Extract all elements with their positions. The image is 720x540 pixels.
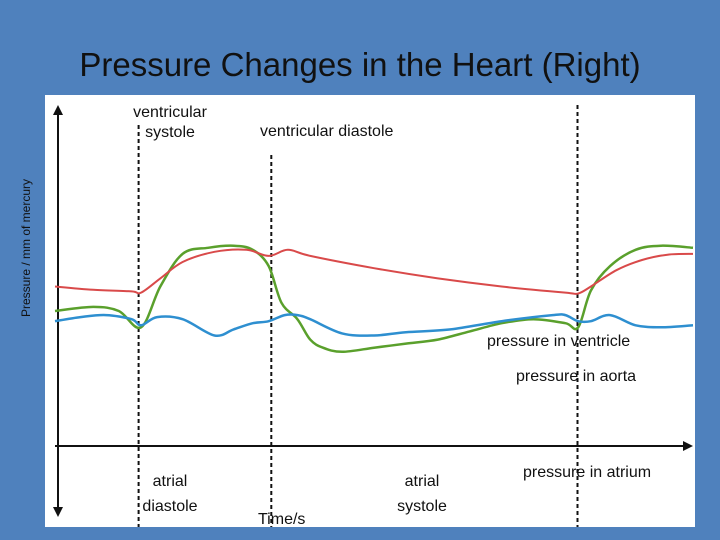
- legend-label-aorta: pressure in aorta: [516, 368, 636, 385]
- phase-label-ventricular-diastole: ventricular diastole: [260, 123, 394, 140]
- pressure-chart: ventricular systole ventricular diastole …: [53, 104, 694, 527]
- phase-label-ventricular-systole: ventricular systole: [133, 104, 207, 141]
- chart-panel: ventricular systole ventricular diastole …: [45, 95, 695, 527]
- y-axis-label: Pressure / mm of mercury: [19, 178, 33, 318]
- legend-label-ventricle: pressure in ventricle: [487, 333, 630, 350]
- cycle-label-atrial-diastole: atrial diastole: [142, 473, 197, 515]
- slide-title: Pressure Changes in the Heart (Right): [79, 46, 641, 83]
- series-line-aorta: [54, 248, 694, 295]
- series-line-atrium: [54, 313, 694, 338]
- x-axis-label: Time/s: [258, 511, 305, 527]
- legend-label-atrium: pressure in atrium: [523, 464, 651, 481]
- series-line-ventricle: [54, 244, 694, 354]
- cycle-label-atrial-systole: atrial systole: [397, 473, 447, 515]
